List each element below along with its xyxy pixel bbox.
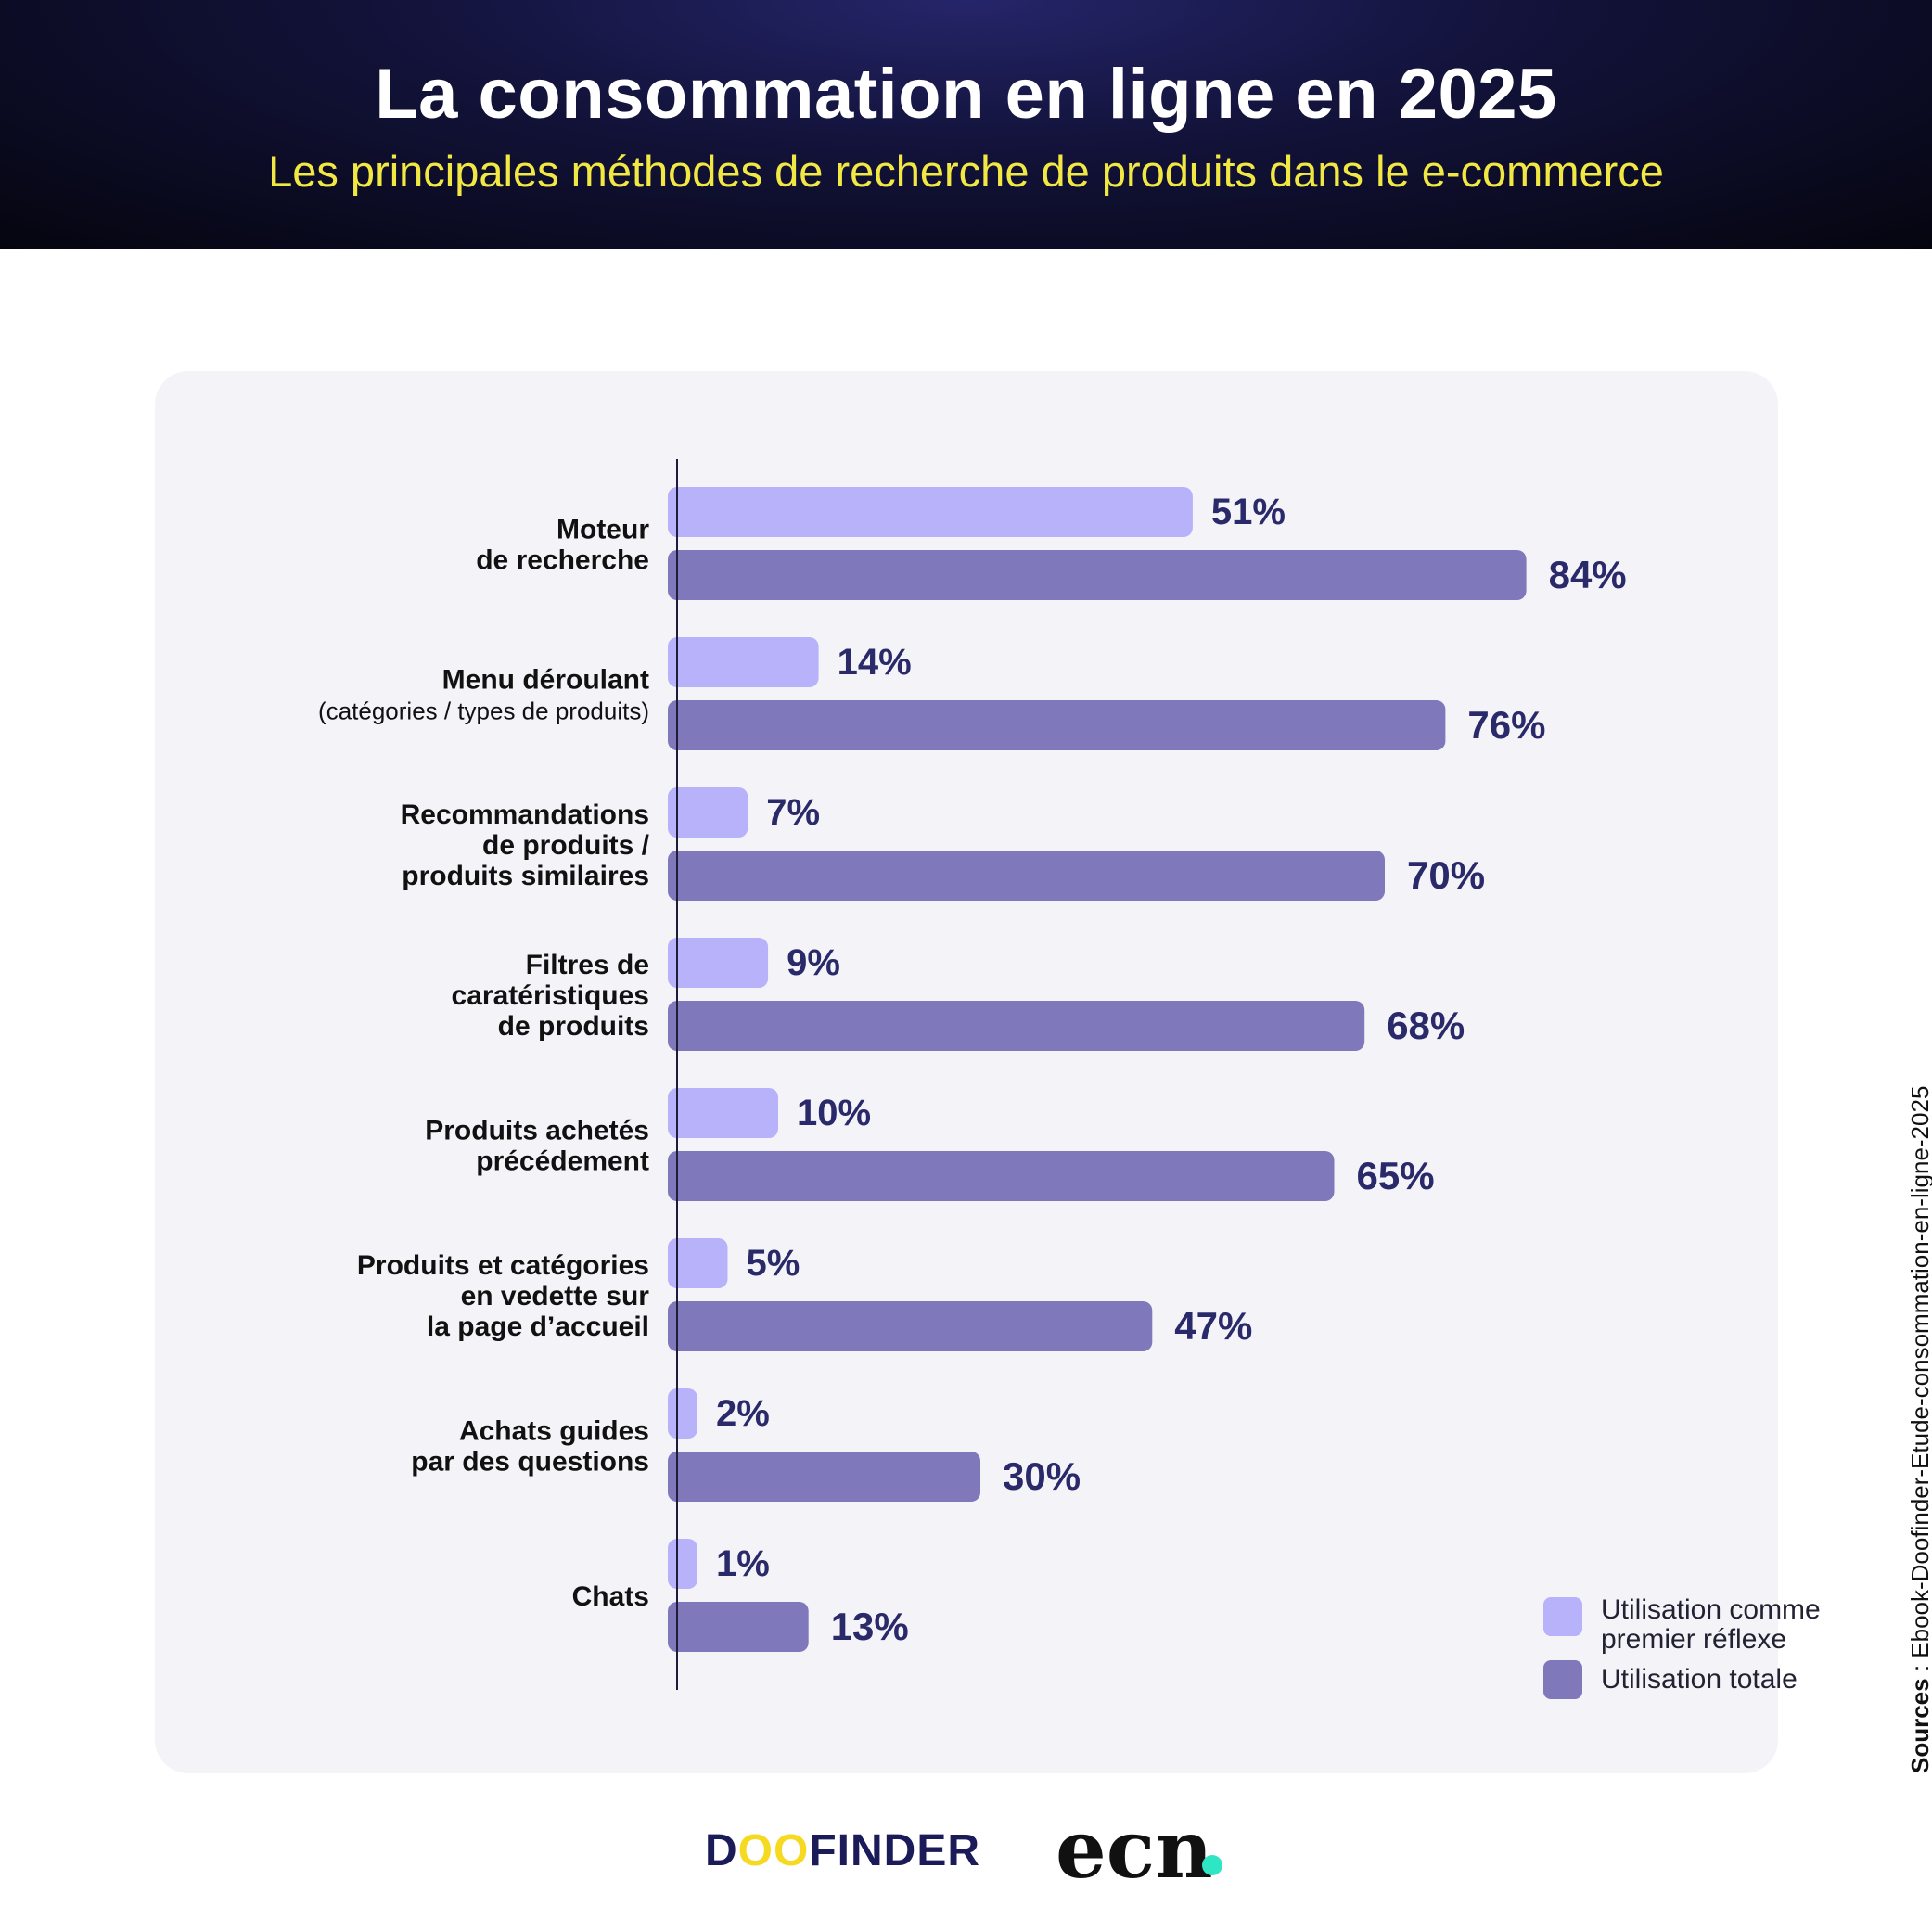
- legend-swatch-total: [1543, 1660, 1582, 1699]
- header-banner: La consommation en ligne en 2025 Les pri…: [0, 0, 1932, 249]
- value-label-total: 47%: [1174, 1304, 1252, 1348]
- bar-total: [668, 550, 1527, 600]
- category-label: précédement: [476, 1146, 649, 1177]
- category-label: de recherche: [476, 545, 649, 576]
- page-title: La consommation en ligne en 2025: [375, 55, 1557, 134]
- category-label: Moteur: [557, 515, 649, 545]
- value-label-first-reflex: 9%: [787, 942, 840, 983]
- doofinder-logo-rest: FINDER: [809, 1826, 981, 1875]
- bar-total: [668, 1602, 809, 1652]
- value-label-first-reflex: 51%: [1211, 492, 1286, 532]
- value-label-first-reflex: 14%: [838, 642, 912, 683]
- chart-card: 51% 84% Moteur de recherche 14% 76% Menu dérou…: [155, 371, 1821, 1773]
- bar-first-reflex: [668, 1238, 728, 1288]
- category-label: en vedette sur: [461, 1281, 650, 1311]
- value-label-total: 70%: [1407, 853, 1485, 897]
- value-label-total: 84%: [1549, 553, 1627, 596]
- value-label-first-reflex: 7%: [766, 792, 820, 833]
- bar-first-reflex: [668, 1539, 697, 1589]
- source-label: Sources: [1906, 1678, 1932, 1773]
- legend-swatch-first-reflex: [1543, 1597, 1582, 1636]
- category-label: Recommandations: [401, 800, 649, 830]
- category-label: produits similaires: [402, 861, 649, 891]
- logos-footer: DOOFINDER ecn: [0, 1803, 1932, 1897]
- value-label-total: 68%: [1387, 1004, 1465, 1047]
- category-label: la page d’accueil: [427, 1311, 649, 1342]
- category-label: Produits achetés: [425, 1116, 649, 1146]
- value-label-total: 65%: [1357, 1154, 1435, 1197]
- category-label: Menu déroulant: [442, 665, 649, 696]
- category-label: par des questions: [411, 1447, 649, 1478]
- category-label: de produits /: [482, 830, 650, 861]
- category-label: de produits: [498, 1011, 649, 1042]
- bar-first-reflex: [668, 787, 748, 838]
- bar-total: [668, 1301, 1153, 1351]
- legend-label-first-reflex: Utilisation comme premier réflexe: [1601, 1594, 1821, 1655]
- doofinder-logo: DOOFINDER: [705, 1825, 980, 1876]
- category-label: Produits et catégories: [357, 1250, 649, 1281]
- category-label: Filtres de: [526, 950, 649, 980]
- ecn-logo-dot: [1202, 1855, 1222, 1875]
- value-label-total: 30%: [1003, 1454, 1081, 1498]
- value-label-first-reflex: 5%: [747, 1243, 800, 1284]
- bar-total: [668, 851, 1385, 901]
- bar-first-reflex: [668, 637, 819, 687]
- category-label: caratéristiques: [452, 980, 649, 1011]
- bar-total: [668, 700, 1446, 750]
- bar-total: [668, 1452, 980, 1502]
- value-label-first-reflex: 2%: [716, 1393, 770, 1434]
- category-label: Chats: [572, 1581, 649, 1612]
- bar-first-reflex: [668, 487, 1193, 537]
- doofinder-logo-d: D: [705, 1826, 738, 1875]
- value-label-first-reflex: 1%: [716, 1543, 770, 1584]
- value-label-total: 13%: [831, 1605, 909, 1648]
- category-label: Achats guides: [459, 1416, 649, 1447]
- bar-total: [668, 1001, 1365, 1051]
- bar-first-reflex: [668, 938, 769, 988]
- doofinder-logo-oo: OO: [737, 1826, 810, 1875]
- category-label: (catégories / types de produits): [318, 697, 649, 725]
- legend-label-total: Utilisation totale: [1601, 1664, 1798, 1695]
- value-label-total: 76%: [1467, 703, 1545, 747]
- ecn-logo: ecn: [1056, 1803, 1213, 1897]
- source-note: Sources : Ebook-Doofinder-Etude-consomma…: [1906, 1086, 1932, 1773]
- value-label-first-reflex: 10%: [797, 1093, 871, 1133]
- bar-total: [668, 1151, 1335, 1201]
- page-subtitle: Les principales méthodes de recherche de…: [268, 147, 1664, 196]
- bar-first-reflex: [668, 1088, 778, 1138]
- source-text: : Ebook-Doofinder-Etude-consommation-en-…: [1906, 1085, 1932, 1679]
- bar-first-reflex: [668, 1388, 697, 1439]
